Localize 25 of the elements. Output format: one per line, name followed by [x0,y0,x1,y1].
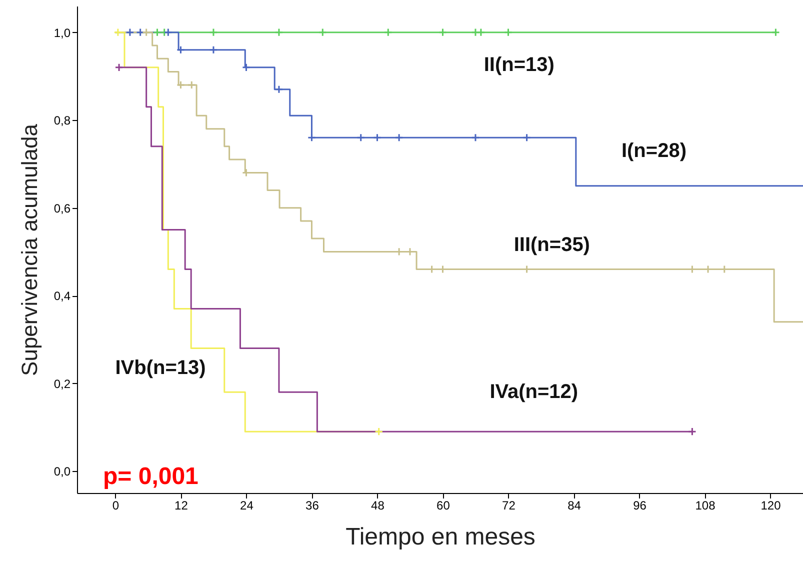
series-label: III(n=35) [514,234,590,256]
y-tick-label: 0,0 [54,464,71,479]
y-tick-label: 1,0 [54,26,71,40]
series-label: II(n=13) [484,54,554,76]
y-tick-label: 0,8 [54,114,71,128]
x-tick-label: 120 [760,498,782,512]
x-tick-label: 108 [695,498,716,512]
series-label: I(n=28) [621,140,686,162]
x-tick-label: 72 [502,498,516,512]
y-axis-title: Supervivencia acumulada [16,123,42,376]
x-tick-label: 24 [240,498,254,512]
y-tick-label: 0,2 [54,376,71,391]
series-label: IVa(n=12) [490,381,578,404]
x-tick-label: 48 [371,498,385,512]
x-tick-label: 60 [436,498,450,512]
y-tick-label: 0,4 [54,289,71,304]
series-label: IVb(n=13) [115,356,206,379]
x-tick-label: 84 [568,498,582,512]
x-axis-title: Tiempo en meses [346,524,536,550]
x-tick-label: 36 [306,498,320,512]
x-tick-label: 0 [112,498,120,512]
x-tick-label: 96 [633,498,647,512]
x-tick-label: 12 [174,498,188,512]
annotation: p= 0,001 [103,463,198,490]
y-tick-label: 0,6 [54,201,71,216]
